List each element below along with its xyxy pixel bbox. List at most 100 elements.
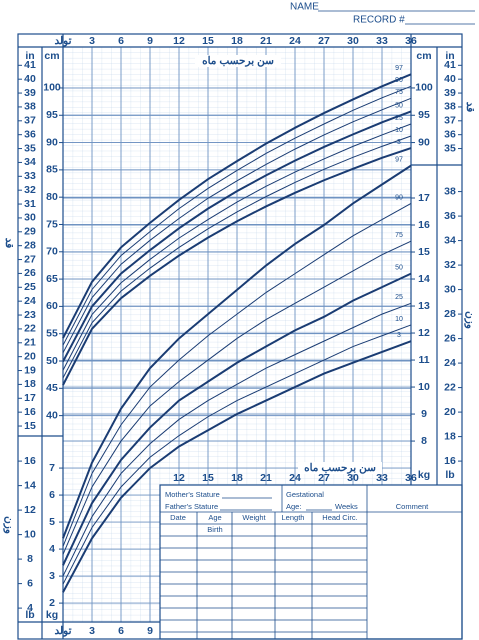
percentile-curve xyxy=(62,272,412,566)
y-tick-label: 85 xyxy=(46,164,58,176)
x-tick-label: 21 xyxy=(260,35,272,47)
percentile-curve xyxy=(62,324,412,585)
percentile-label: 25 xyxy=(395,115,403,122)
x-tick-label: 12 xyxy=(173,472,185,484)
column-header: Length xyxy=(282,513,305,522)
y-tick-label: 11 xyxy=(418,354,429,366)
y2-tick-label: 17 xyxy=(24,392,36,404)
x-tick-label: 33 xyxy=(376,35,388,47)
table-rows xyxy=(160,523,367,633)
x-tick-label: 36 xyxy=(405,35,417,47)
y2-tick-label: 26 xyxy=(24,267,36,279)
y2-tick-label: 20 xyxy=(24,350,36,362)
x-tick-label: 24 xyxy=(289,472,301,484)
y2-tick-label: 36 xyxy=(444,210,456,222)
percentile-curve xyxy=(62,97,412,354)
y2-tick-label: 36 xyxy=(444,128,456,140)
y2-unit: lb xyxy=(445,469,454,481)
column-header: Head Circ. xyxy=(322,513,357,522)
x-axis-label: سن برحسب ماه xyxy=(202,55,274,67)
x-tick-label: 9 xyxy=(147,35,153,47)
y-tick-label: 7 xyxy=(49,462,55,474)
y-tick-label: 6 xyxy=(49,489,55,501)
percentile-label: 3 xyxy=(397,139,401,146)
y2-tick-label: 35 xyxy=(24,142,36,154)
x-tick-label: 27 xyxy=(318,472,330,484)
weeks-label: Weeks xyxy=(335,502,358,511)
y2-tick-label: 28 xyxy=(444,308,456,320)
y-tick-label: 40 xyxy=(46,409,58,421)
y2-tick-label: 38 xyxy=(24,101,36,113)
y2-tick-label: 33 xyxy=(24,170,36,182)
y2-unit: lb xyxy=(25,609,34,621)
x-tick-label: 18 xyxy=(231,35,243,47)
x-tick-label: 30 xyxy=(347,35,359,47)
y-unit: cm xyxy=(44,50,59,62)
label-bg xyxy=(195,55,281,67)
percentile-label: 25 xyxy=(395,294,403,301)
age-label: Age: xyxy=(286,502,301,511)
percentile-curve xyxy=(62,123,412,371)
y2-tick-label: 14 xyxy=(24,479,36,491)
y-tick-label: 90 xyxy=(418,136,430,148)
y2-tick-label: 4 xyxy=(27,602,33,614)
y2-tick-label: 31 xyxy=(24,198,36,210)
y2-tick-label: 18 xyxy=(444,430,456,442)
x-axis-label: سن برحسب ماه xyxy=(304,462,376,474)
y2-tick-label: 36 xyxy=(24,128,36,140)
percentile-curve xyxy=(62,73,412,339)
y2-tick-label: 28 xyxy=(24,239,36,251)
y-tick-label: 55 xyxy=(46,327,58,339)
y2-tick-label: 30 xyxy=(24,212,36,224)
y-tick-label: 95 xyxy=(418,109,430,121)
y-tick-label: 4 xyxy=(49,543,55,555)
y2-tick-label: 34 xyxy=(24,156,36,168)
percentile-label: 50 xyxy=(395,264,403,271)
y2-tick-label: 22 xyxy=(444,381,456,393)
y-unit: kg xyxy=(46,609,58,621)
table: Mother's Stature Father's Stature Gestat… xyxy=(159,484,463,640)
y2-tick-label: 38 xyxy=(444,101,456,113)
percentile-curve xyxy=(62,135,412,379)
y-tick-label: 60 xyxy=(46,300,58,312)
column-header: Age xyxy=(208,513,221,522)
y-tick-label: 75 xyxy=(46,218,58,230)
y-tick-label: 90 xyxy=(46,136,58,148)
y2-tick-label: 37 xyxy=(24,115,36,127)
y2-tick-label: 30 xyxy=(444,283,456,295)
x-tick-label: تولد xyxy=(54,625,71,637)
x-tick-label: 30 xyxy=(347,472,359,484)
percentile-label: 90 xyxy=(395,77,403,84)
x-tick-label: 6 xyxy=(118,35,124,47)
y2-tick-label: 24 xyxy=(24,295,36,307)
y-tick-label: 13 xyxy=(418,300,430,312)
record-label: RECORD # xyxy=(353,15,405,26)
percentile-curve xyxy=(62,240,412,555)
y2-tick-label: 40 xyxy=(444,73,456,85)
y2-tick-label: 39 xyxy=(444,87,456,99)
y2-tick-label: 21 xyxy=(24,337,36,349)
y2-tick-label: 22 xyxy=(24,323,36,335)
percentile-curve xyxy=(62,164,412,539)
y-tick-label: 2 xyxy=(49,597,55,609)
label-bg xyxy=(298,462,382,474)
percentile-curve xyxy=(62,340,412,593)
y2-tick-label: 19 xyxy=(24,364,36,376)
percentile-label: 97 xyxy=(395,65,403,72)
y-tick-label: 65 xyxy=(46,273,58,285)
comment-header: Comment xyxy=(396,502,429,511)
percentile-label: 75 xyxy=(395,232,403,239)
y-tick-label: 70 xyxy=(46,246,58,258)
y2-tick-label: 32 xyxy=(24,184,36,196)
y-tick-label: 100 xyxy=(415,82,433,94)
percentile-label: 10 xyxy=(395,316,403,323)
y-axis-label: قد xyxy=(464,102,476,113)
y2-tick-label: 27 xyxy=(24,253,36,265)
y2-tick-label: 37 xyxy=(444,115,456,127)
y2-tick-label: 8 xyxy=(27,553,33,565)
y2-tick-label: 41 xyxy=(444,59,456,71)
y2-tick-label: 29 xyxy=(24,226,36,238)
percentile-curve xyxy=(62,147,412,386)
y-axis-label: وزن xyxy=(3,516,15,534)
